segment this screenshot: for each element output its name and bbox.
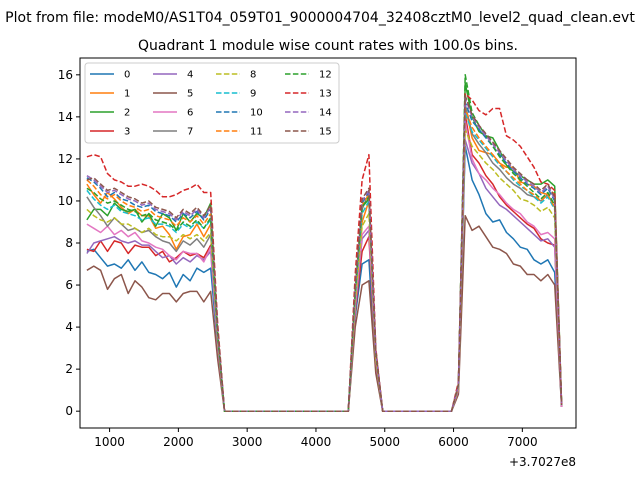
- x-offset-label: +3.7027e8: [509, 455, 576, 469]
- x-tick-label: 4000: [301, 435, 332, 449]
- chart-title: Quadrant 1 module wise count rates with …: [138, 38, 518, 54]
- legend-label-3: 3: [124, 127, 130, 138]
- x-axis: 1000 2000 3000 4000 5000 6000 7000: [94, 428, 538, 449]
- legend-label-11: 11: [250, 127, 263, 138]
- y-tick-label: 10: [58, 194, 73, 208]
- legend-label-5: 5: [187, 89, 193, 100]
- legend-label-14: 14: [319, 108, 332, 119]
- legend-box: [84, 62, 340, 144]
- y-tick-label: 4: [65, 320, 73, 334]
- y-tick-label: 8: [65, 236, 73, 250]
- legend-label-15: 15: [319, 127, 332, 138]
- x-tick-label: 5000: [369, 435, 400, 449]
- y-tick-label: 2: [65, 362, 73, 376]
- y-axis: 0 2 4 6 8 10 12 14 16: [58, 68, 80, 418]
- legend-label-10: 10: [250, 108, 263, 119]
- legend-label-2: 2: [124, 108, 130, 119]
- y-tick-label: 16: [58, 68, 73, 82]
- figure-suptitle: Plot from file: modeM0/AS1T04_059T01_900…: [5, 10, 635, 26]
- legend-label-7: 7: [187, 127, 193, 138]
- legend-label-1: 1: [124, 89, 130, 100]
- legend-label-9: 9: [250, 89, 256, 100]
- legend-label-4: 4: [187, 70, 193, 81]
- y-tick-label: 0: [65, 404, 73, 418]
- series-layer: [86, 74, 563, 412]
- series-line-15: [86, 95, 563, 412]
- legend-label-6: 6: [187, 108, 193, 119]
- x-tick-label: 2000: [163, 435, 194, 449]
- x-tick-label: 7000: [507, 435, 538, 449]
- y-tick-label: 6: [65, 278, 73, 292]
- x-tick-label: 1000: [94, 435, 125, 449]
- y-tick-label: 12: [58, 152, 73, 166]
- legend-label-8: 8: [250, 70, 256, 81]
- series-line-9: [86, 111, 563, 412]
- legend-label-0: 0: [124, 70, 130, 81]
- y-tick-label: 14: [58, 110, 73, 124]
- x-tick-label: 3000: [232, 435, 263, 449]
- x-tick-label: 6000: [438, 435, 469, 449]
- legend-label-13: 13: [319, 89, 332, 100]
- legend-label-12: 12: [319, 70, 332, 81]
